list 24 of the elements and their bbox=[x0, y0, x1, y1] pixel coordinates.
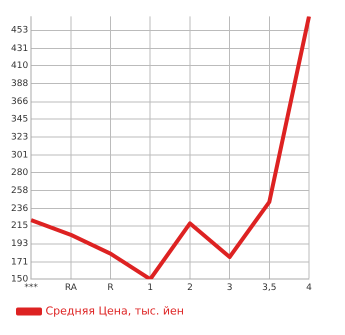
y-tick-label: 171 bbox=[10, 257, 28, 268]
y-tick-label: 150 bbox=[10, 274, 28, 285]
y-tick-label: 453 bbox=[10, 26, 28, 36]
x-tick-label: 4 bbox=[306, 282, 312, 293]
x-tick-label: 3 bbox=[226, 282, 232, 293]
y-tick-label: 388 bbox=[10, 79, 28, 90]
x-tick-label: *** bbox=[24, 282, 38, 293]
x-tick-label: R bbox=[107, 282, 114, 293]
y-tick-label: 301 bbox=[10, 150, 28, 161]
x-tick-label: 1 bbox=[147, 282, 154, 293]
y-tick-label: 345 bbox=[10, 114, 28, 124]
x-tick-label: RA bbox=[64, 282, 78, 293]
legend-label: Средняя Цена, тыс. йен bbox=[46, 304, 184, 318]
y-tick-label: 280 bbox=[10, 168, 28, 178]
y-tick-label: 215 bbox=[10, 221, 28, 232]
y-tick-label: 236 bbox=[10, 204, 28, 214]
x-tick-label: 2 bbox=[187, 282, 193, 293]
y-tick-label: 258 bbox=[10, 186, 28, 196]
y-tick-label: 193 bbox=[10, 239, 28, 250]
y-tick-label: 410 bbox=[10, 61, 28, 72]
y-tick-label: 366 bbox=[10, 97, 28, 108]
x-tick-label: 3,5 bbox=[262, 282, 276, 293]
y-tick-label: 431 bbox=[10, 44, 28, 54]
y-tick-label: 323 bbox=[10, 132, 28, 142]
